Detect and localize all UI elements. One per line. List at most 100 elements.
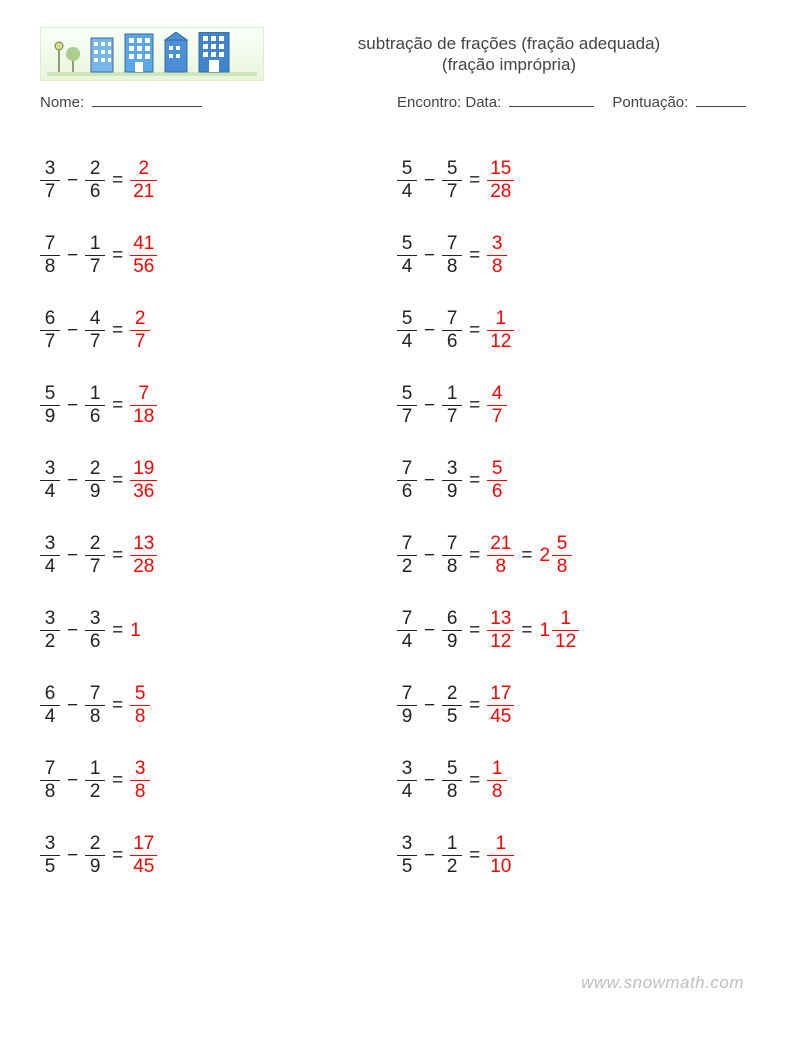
denominator: 9: [442, 482, 462, 502]
equals-operator: =: [462, 395, 487, 417]
problem-row: 72−78=218=258: [397, 518, 754, 593]
problem-row: 67−47=27: [40, 293, 397, 368]
score-blank[interactable]: [696, 106, 746, 107]
worksheet-body: 37−26=22178−17=415667−47=2759−16=71834−2…: [40, 143, 754, 893]
fraction: 29: [85, 459, 105, 502]
denominator: 45: [487, 707, 514, 727]
fraction: 39: [442, 459, 462, 502]
problem-row: 78−17=4156: [40, 218, 397, 293]
fraction: 72: [397, 534, 417, 577]
numerator: 15: [487, 159, 514, 179]
mixed-whole: 1: [539, 620, 550, 642]
numerator: 7: [40, 759, 60, 779]
numerator: 13: [130, 534, 157, 554]
numerator: 5: [397, 384, 417, 404]
numerator: 6: [40, 309, 60, 329]
denominator: 2: [85, 782, 105, 802]
fraction: 64: [40, 684, 60, 727]
info-line: Nome: Encontro: Data: Pontuação:: [40, 94, 754, 117]
fraction: 34: [40, 534, 60, 577]
numerator: 5: [552, 534, 572, 554]
fraction: 47: [85, 309, 105, 352]
equals-operator: =: [462, 245, 487, 267]
numerator: 5: [40, 384, 60, 404]
fraction: 78: [442, 234, 462, 277]
numerator: 2: [442, 684, 462, 704]
denominator: 4: [397, 782, 417, 802]
numerator: 19: [130, 459, 157, 479]
denominator: 7: [397, 407, 417, 427]
fraction: 34: [397, 759, 417, 802]
answer-fraction: 1745: [487, 684, 514, 727]
footer-url: www.snowmath.com: [581, 973, 744, 993]
denominator: 9: [85, 857, 105, 877]
numerator: 2: [85, 159, 105, 179]
minus-operator: −: [60, 395, 85, 417]
equals-operator: =: [105, 695, 130, 717]
denominator: 21: [130, 182, 157, 202]
denominator: 12: [487, 632, 514, 652]
problem-row: 78−12=38: [40, 743, 397, 818]
numerator: 5: [397, 234, 417, 254]
minus-operator: −: [417, 770, 442, 792]
denominator: 8: [442, 557, 462, 577]
fraction: 79: [397, 684, 417, 727]
denominator: 6: [85, 407, 105, 427]
fraction: 34: [40, 459, 60, 502]
denominator: 4: [397, 332, 417, 352]
denominator: 12: [552, 632, 579, 652]
equals-operator: =: [462, 170, 487, 192]
answer-fraction: 4156: [130, 234, 157, 277]
minus-operator: −: [417, 395, 442, 417]
denominator: 5: [397, 857, 417, 877]
numerator: 3: [40, 834, 60, 854]
problem-row: 54−57=1528: [397, 143, 754, 218]
numerator: 3: [487, 234, 507, 254]
equals-operator: =: [105, 395, 130, 417]
numerator: 7: [442, 534, 462, 554]
fraction: 37: [40, 159, 60, 202]
problem-row: 57−17=47: [397, 368, 754, 443]
denominator: 7: [85, 332, 105, 352]
answer-fraction: 38: [487, 234, 507, 277]
numerator: 41: [130, 234, 157, 254]
numerator: 6: [442, 609, 462, 629]
equals-operator: =: [105, 545, 130, 567]
answer-fraction: 112: [487, 309, 514, 352]
answer-fraction: 1936: [130, 459, 157, 502]
denominator: 7: [487, 407, 507, 427]
minus-operator: −: [60, 620, 85, 642]
denominator: 8: [442, 257, 462, 277]
equals-operator: =: [514, 545, 539, 567]
fraction: 36: [85, 609, 105, 652]
numerator: 2: [85, 534, 105, 554]
fraction: 57: [442, 159, 462, 202]
minus-operator: −: [60, 695, 85, 717]
denominator: 2: [397, 557, 417, 577]
equals-operator: =: [462, 770, 487, 792]
minus-operator: −: [60, 545, 85, 567]
minus-operator: −: [417, 545, 442, 567]
date-blank[interactable]: [509, 106, 594, 107]
denominator: 8: [85, 707, 105, 727]
minus-operator: −: [60, 320, 85, 342]
fraction: 29: [85, 834, 105, 877]
name-blank[interactable]: [92, 106, 202, 107]
denominator: 6: [487, 482, 507, 502]
denominator: 6: [85, 182, 105, 202]
equals-operator: =: [514, 620, 539, 642]
denominator: 45: [130, 857, 157, 877]
denominator: 8: [552, 557, 572, 577]
minus-operator: −: [60, 845, 85, 867]
denominator: 8: [40, 782, 60, 802]
numerator: 7: [134, 384, 154, 404]
denominator: 7: [40, 182, 60, 202]
numerator: 2: [134, 159, 154, 179]
minus-operator: −: [417, 320, 442, 342]
numerator: 7: [442, 234, 462, 254]
numerator: 1: [85, 234, 105, 254]
fraction: 57: [397, 384, 417, 427]
meeting-date-label: Encontro: Data:: [397, 94, 501, 111]
denominator: 4: [397, 257, 417, 277]
numerator: 3: [40, 459, 60, 479]
